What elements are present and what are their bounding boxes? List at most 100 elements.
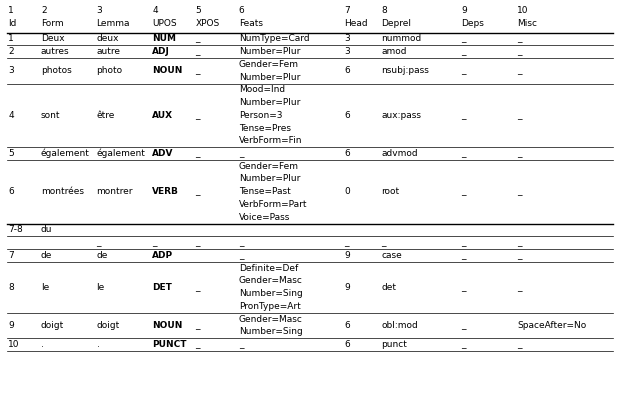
Text: le: le [41,283,49,292]
Text: de: de [97,251,108,260]
Text: _: _ [461,238,466,247]
Text: _: _ [195,238,200,247]
Text: 6: 6 [344,66,350,75]
Text: 1: 1 [8,7,14,16]
Text: 2: 2 [8,47,14,56]
Text: ADJ: ADJ [153,47,170,56]
Text: Deprel: Deprel [381,19,411,28]
Text: _: _ [97,238,101,247]
Text: 7: 7 [344,7,350,16]
Text: _: _ [517,238,522,247]
Text: _: _ [517,149,522,158]
Text: VERB: VERB [153,187,179,196]
Text: _: _ [517,66,522,75]
Text: _: _ [195,321,200,330]
Text: obl:mod: obl:mod [381,321,418,330]
Text: Gender=Masc: Gender=Masc [239,276,303,286]
Text: 10: 10 [517,7,529,16]
Text: Number=Plur: Number=Plur [239,73,300,82]
Text: ADP: ADP [153,251,174,260]
Text: Mood=Ind: Mood=Ind [239,85,285,94]
Text: autre: autre [97,47,120,56]
Text: nummod: nummod [381,35,422,43]
Text: ADV: ADV [153,149,174,158]
Text: _: _ [195,340,200,349]
Text: 7-8: 7-8 [8,225,23,234]
Text: amod: amod [381,47,407,56]
Text: deux: deux [97,35,119,43]
Text: Id: Id [8,19,17,28]
Text: _: _ [517,47,522,56]
Text: de: de [41,251,52,260]
Text: 5: 5 [8,149,14,158]
Text: Number=Plur: Number=Plur [239,98,300,107]
Text: 9: 9 [344,283,350,292]
Text: _: _ [195,35,200,43]
Text: _: _ [461,251,466,260]
Text: case: case [381,251,402,260]
Text: montrer: montrer [97,187,133,196]
Text: _: _ [461,187,466,196]
Text: AUX: AUX [153,111,174,120]
Text: 7: 7 [8,251,14,260]
Text: VerbForm=Fin: VerbForm=Fin [239,136,303,145]
Text: _: _ [344,238,348,247]
Text: Misc: Misc [517,19,538,28]
Text: _: _ [195,47,200,56]
Text: Number=Sing: Number=Sing [239,289,303,298]
Text: Tense=Past: Tense=Past [239,187,291,196]
Text: 3: 3 [8,66,14,75]
Text: NUM: NUM [153,35,176,43]
Text: aux:pass: aux:pass [381,111,421,120]
Text: _: _ [239,340,244,349]
Text: _: _ [461,340,466,349]
Text: nsubj:pass: nsubj:pass [381,66,429,75]
Text: XPOS: XPOS [195,19,220,28]
Text: SpaceAfter=No: SpaceAfter=No [517,321,587,330]
Text: Person=3: Person=3 [239,111,282,120]
Text: 4: 4 [8,111,14,120]
Text: 6: 6 [8,187,14,196]
Text: det: det [381,283,396,292]
Text: NOUN: NOUN [153,321,183,330]
Text: _: _ [153,238,157,247]
Text: .: . [41,340,44,349]
Text: VerbForm=Part: VerbForm=Part [239,200,308,209]
Text: 2: 2 [41,7,46,16]
Text: montrées: montrées [41,187,84,196]
Text: punct: punct [381,340,407,349]
Text: NOUN: NOUN [153,66,183,75]
Text: _: _ [517,111,522,120]
Text: doigt: doigt [41,321,64,330]
Text: _: _ [195,187,200,196]
Text: _: _ [517,187,522,196]
Text: _: _ [195,111,200,120]
Text: être: être [97,111,115,120]
Text: _: _ [195,283,200,292]
Text: sont: sont [41,111,60,120]
Text: 8: 8 [8,283,14,292]
Text: Gender=Fem: Gender=Fem [239,60,299,69]
Text: _: _ [461,35,466,43]
Text: 8: 8 [381,7,387,16]
Text: 5: 5 [195,7,202,16]
Text: advmod: advmod [381,149,418,158]
Text: 9: 9 [344,251,350,260]
Text: PUNCT: PUNCT [153,340,187,349]
Text: Number=Plur: Number=Plur [239,47,300,56]
Text: 6: 6 [344,149,350,158]
Text: du: du [41,225,53,234]
Text: 1: 1 [8,35,14,43]
Text: _: _ [195,149,200,158]
Text: root: root [381,187,399,196]
Text: _: _ [461,149,466,158]
Text: Lemma: Lemma [97,19,130,28]
Text: Head: Head [344,19,368,28]
Text: _: _ [517,35,522,43]
Text: Gender=Fem: Gender=Fem [239,162,299,171]
Text: le: le [97,283,105,292]
Text: Feats: Feats [239,19,263,28]
Text: 6: 6 [344,321,350,330]
Text: 6: 6 [344,111,350,120]
Text: 9: 9 [461,7,467,16]
